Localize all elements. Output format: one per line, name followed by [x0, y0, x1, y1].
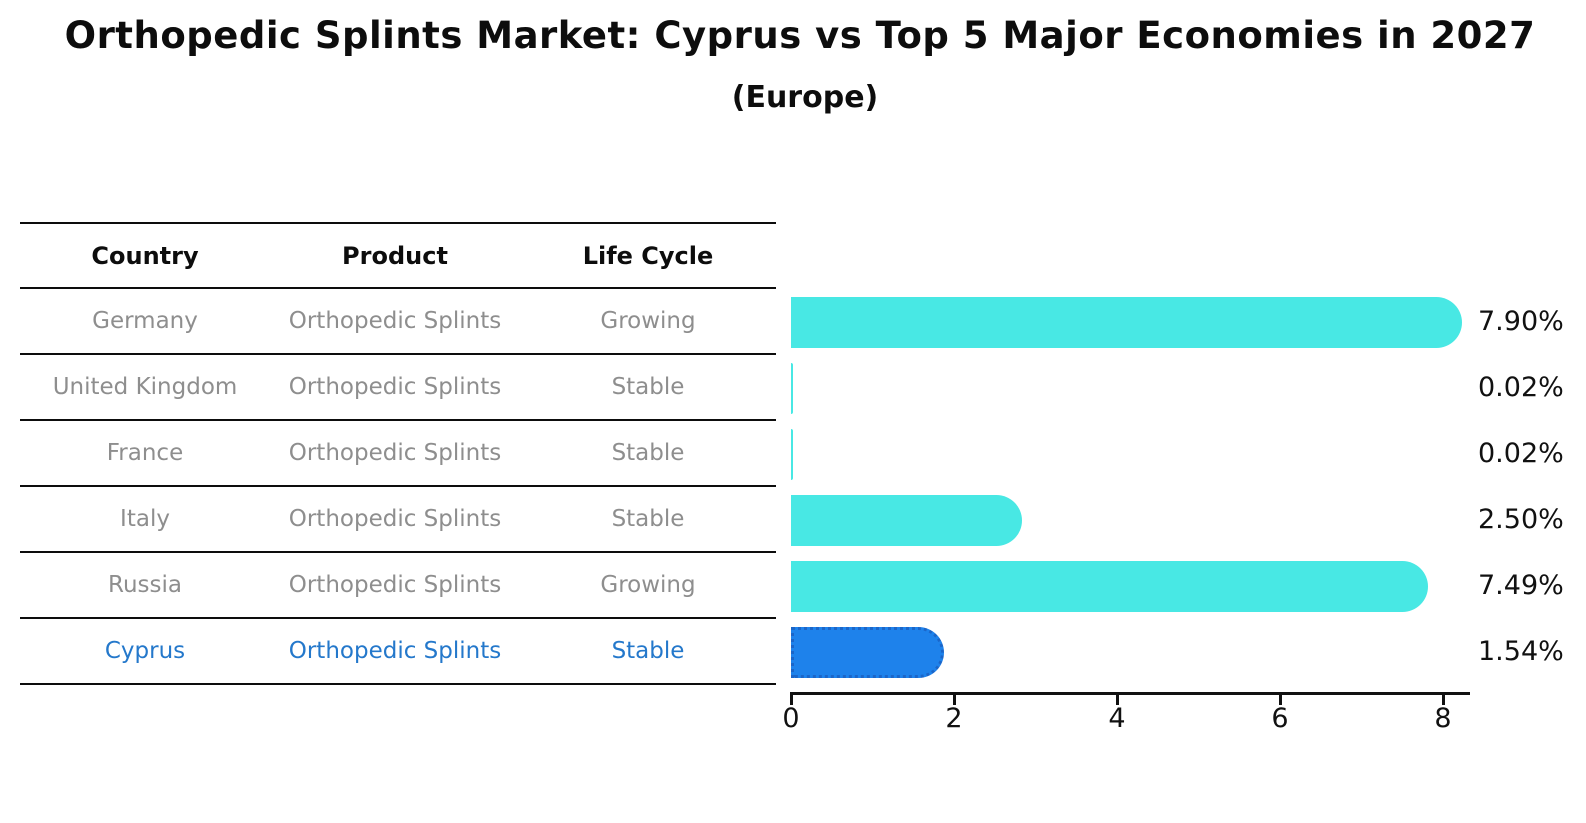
table-row: Germany Orthopedic Splints Growing [20, 289, 776, 355]
bar-italy [791, 494, 1022, 546]
cell-life-cycle: Stable [611, 506, 685, 532]
cell-product: Orthopedic Splints [288, 506, 502, 532]
x-axis-tick-mark [1278, 695, 1282, 705]
column-header-country: Country [91, 241, 199, 270]
cell-product: Orthopedic Splints [288, 308, 502, 334]
cell-product: Orthopedic Splints [288, 572, 502, 598]
x-axis-tick-label: 6 [1271, 703, 1289, 734]
table-body: Germany Orthopedic Splints Growing Unite… [20, 289, 776, 685]
x-axis-tick-label: 8 [1434, 703, 1452, 734]
column-header-life-cycle: Life Cycle [582, 241, 714, 270]
bar-value-label: 1.54% [1478, 636, 1564, 667]
table-row: Russia Orthopedic Splints Growing [20, 553, 776, 619]
bar-value-label: 7.90% [1478, 306, 1564, 337]
cell-country: France [106, 440, 184, 466]
cell-life-cycle: Stable [611, 374, 685, 400]
bar-france [791, 428, 793, 480]
cell-country: Italy [120, 506, 170, 532]
bar-united-kingdom [791, 362, 793, 414]
cell-life-cycle: Stable [611, 440, 685, 466]
x-axis-tick-label: 0 [782, 703, 800, 734]
x-axis-tick-label: 4 [1108, 703, 1126, 734]
x-axis-tick-mark [952, 695, 956, 705]
bar-russia [791, 560, 1429, 612]
bar-value-label: 0.02% [1478, 438, 1564, 469]
x-axis-tick-mark [1115, 695, 1119, 705]
table-header-row: Country Product Life Cycle [20, 222, 776, 289]
chart-title: Orthopedic Splints Market: Cyprus vs Top… [64, 14, 1536, 57]
x-axis-tick-mark [1441, 695, 1445, 705]
x-axis-line [790, 692, 1470, 695]
table-row: United Kingdom Orthopedic Splints Stable [20, 355, 776, 421]
cell-product: Orthopedic Splints [288, 440, 502, 466]
bar-value-label: 7.49% [1478, 570, 1564, 601]
cell-country: Germany [92, 308, 198, 334]
bar-value-label: 2.50% [1478, 504, 1564, 535]
table-row: Italy Orthopedic Splints Stable [20, 487, 776, 553]
x-axis-tick-label: 2 [945, 703, 963, 734]
chart-subtitle: (Europe) [731, 80, 879, 115]
table-row: Cyprus Orthopedic Splints Stable [20, 619, 776, 685]
cell-life-cycle: Stable [611, 638, 685, 664]
bar-value-label: 0.02% [1478, 372, 1564, 403]
table-row: France Orthopedic Splints Stable [20, 421, 776, 487]
cell-product: Orthopedic Splints [288, 638, 502, 664]
x-axis-tick-mark [789, 695, 793, 705]
cell-country: United Kingdom [52, 374, 238, 400]
country-info-table: Country Product Life Cycle Germany Ortho… [20, 222, 776, 685]
cell-life-cycle: Growing [600, 308, 696, 334]
cell-life-cycle: Growing [600, 572, 696, 598]
bar-cyprus [791, 626, 944, 678]
cell-product: Orthopedic Splints [288, 374, 502, 400]
cell-country: Cyprus [104, 638, 186, 664]
bar-germany [791, 296, 1462, 348]
cell-country: Russia [108, 572, 182, 598]
column-header-product: Product [342, 241, 448, 270]
